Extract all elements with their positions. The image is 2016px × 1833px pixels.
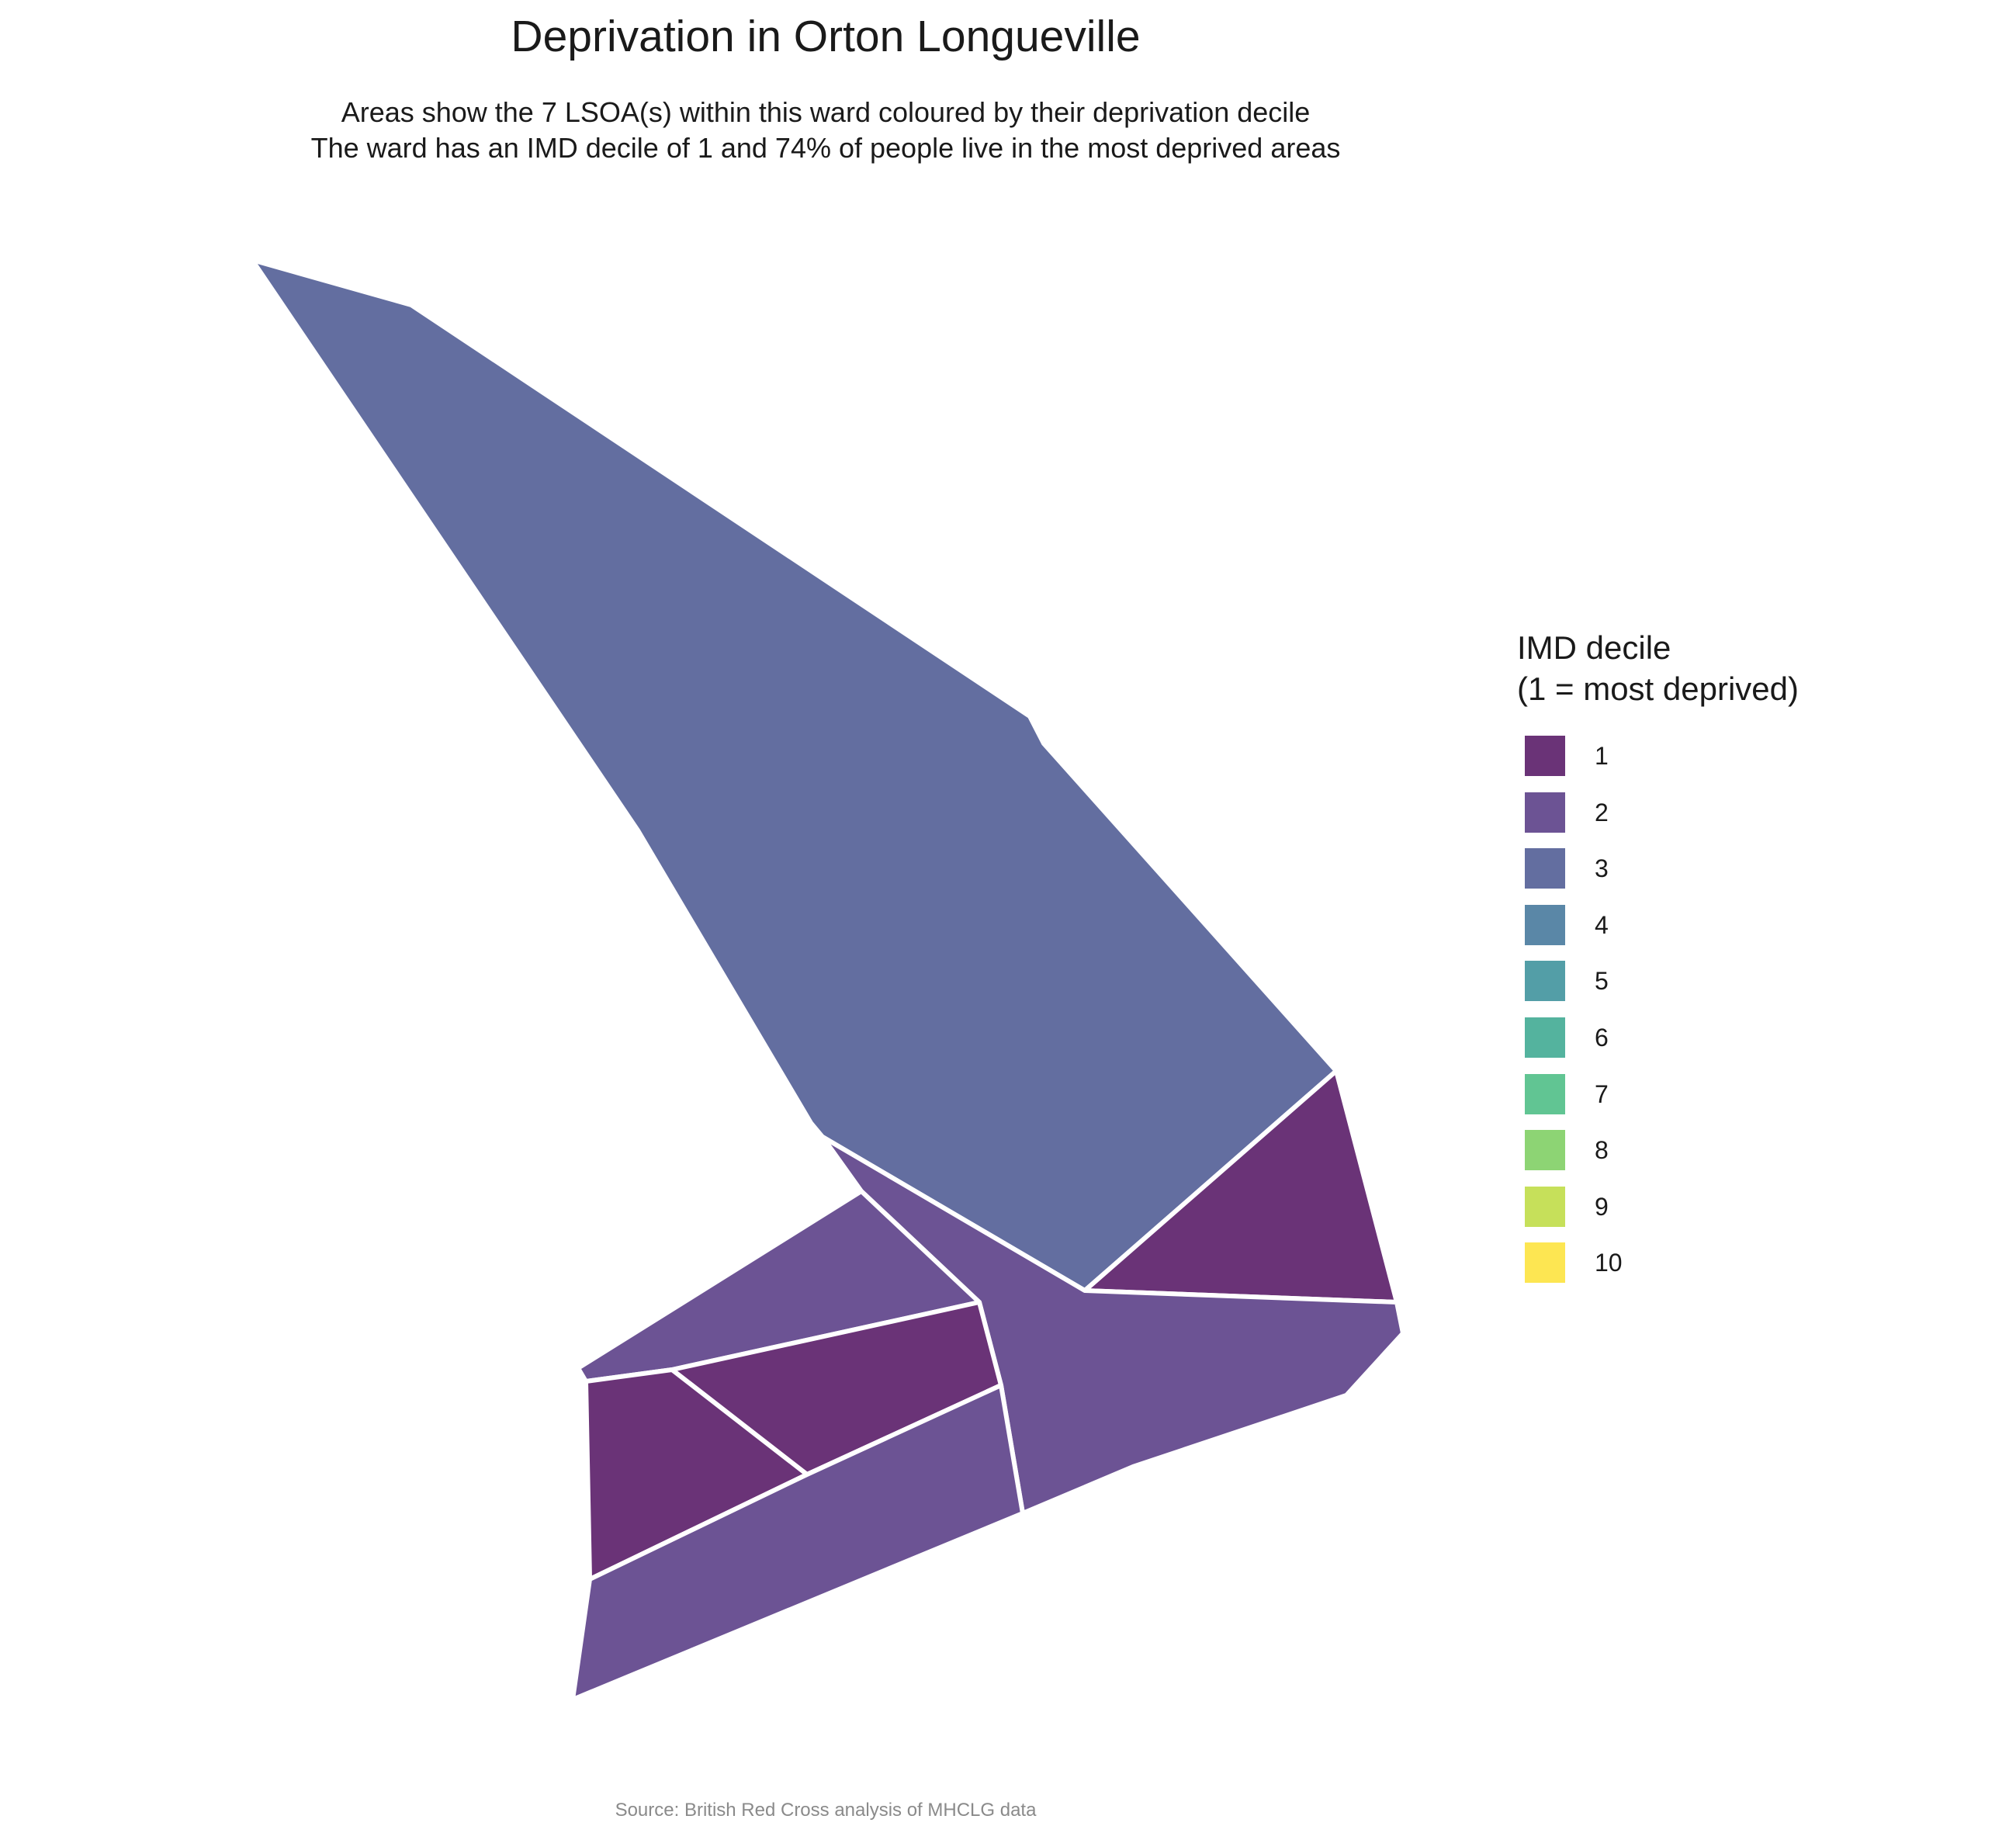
legend-swatch: [1525, 1073, 1565, 1114]
legend-swatch: [1525, 848, 1565, 889]
lsoa-north-area[interactable]: [250, 258, 1339, 1293]
legend-swatch: [1525, 961, 1565, 1002]
lsoa-south-area[interactable]: [570, 1383, 1025, 1702]
source-caption: Source: British Red Cross analysis of MH…: [615, 1800, 1037, 1821]
legend-item: 4: [1517, 900, 1799, 957]
legend-item: 10: [1517, 1238, 1799, 1294]
legend-item: 5: [1517, 956, 1799, 1013]
legend-item: 6: [1517, 1013, 1799, 1069]
legend-item: 3: [1517, 844, 1799, 900]
legend-label: 4: [1595, 910, 1609, 939]
legend-label: 6: [1595, 1023, 1609, 1052]
legend-label: 8: [1595, 1136, 1609, 1165]
legend-swatch: [1525, 1130, 1565, 1171]
legend-item: 8: [1517, 1125, 1799, 1182]
legend-title-line-1: IMD decile: [1517, 629, 1671, 666]
legend-swatch: [1525, 792, 1565, 833]
legend-swatch: [1525, 1186, 1565, 1227]
legend-label: 3: [1595, 854, 1609, 883]
legend-swatch: [1525, 736, 1565, 776]
map-subtitle-line-2: The ward has an IMD decile of 1 and 74% …: [310, 132, 1341, 164]
legend-item: 1: [1517, 731, 1799, 788]
legend-swatch: [1525, 1242, 1565, 1284]
legend-label: 5: [1595, 967, 1609, 996]
legend-items: 1 2 3 4 5 6 7 8 9 10: [1517, 731, 1799, 1294]
map-title: Deprivation in Orton Longueville: [511, 12, 1141, 61]
map-subtitle-line-1: Areas show the 7 LSOA(s) within this war…: [341, 96, 1311, 128]
legend: IMD decile (1 = most deprived) 1 2 3 4 5 6 7 8 9…: [1517, 627, 1799, 1294]
legend-item: 7: [1517, 1069, 1799, 1126]
legend-label: 7: [1595, 1079, 1609, 1108]
legend-label: 2: [1595, 798, 1609, 826]
legend-label: 1: [1595, 742, 1609, 770]
legend-title-line-2: (1 = most deprived): [1517, 670, 1799, 707]
legend-item: 2: [1517, 788, 1799, 844]
legend-item: 9: [1517, 1182, 1799, 1239]
legend-label: 9: [1595, 1192, 1609, 1221]
legend-label: 10: [1595, 1249, 1623, 1277]
legend-swatch: [1525, 1017, 1565, 1058]
legend-swatch: [1525, 904, 1565, 945]
ward-map: [250, 258, 1403, 1702]
